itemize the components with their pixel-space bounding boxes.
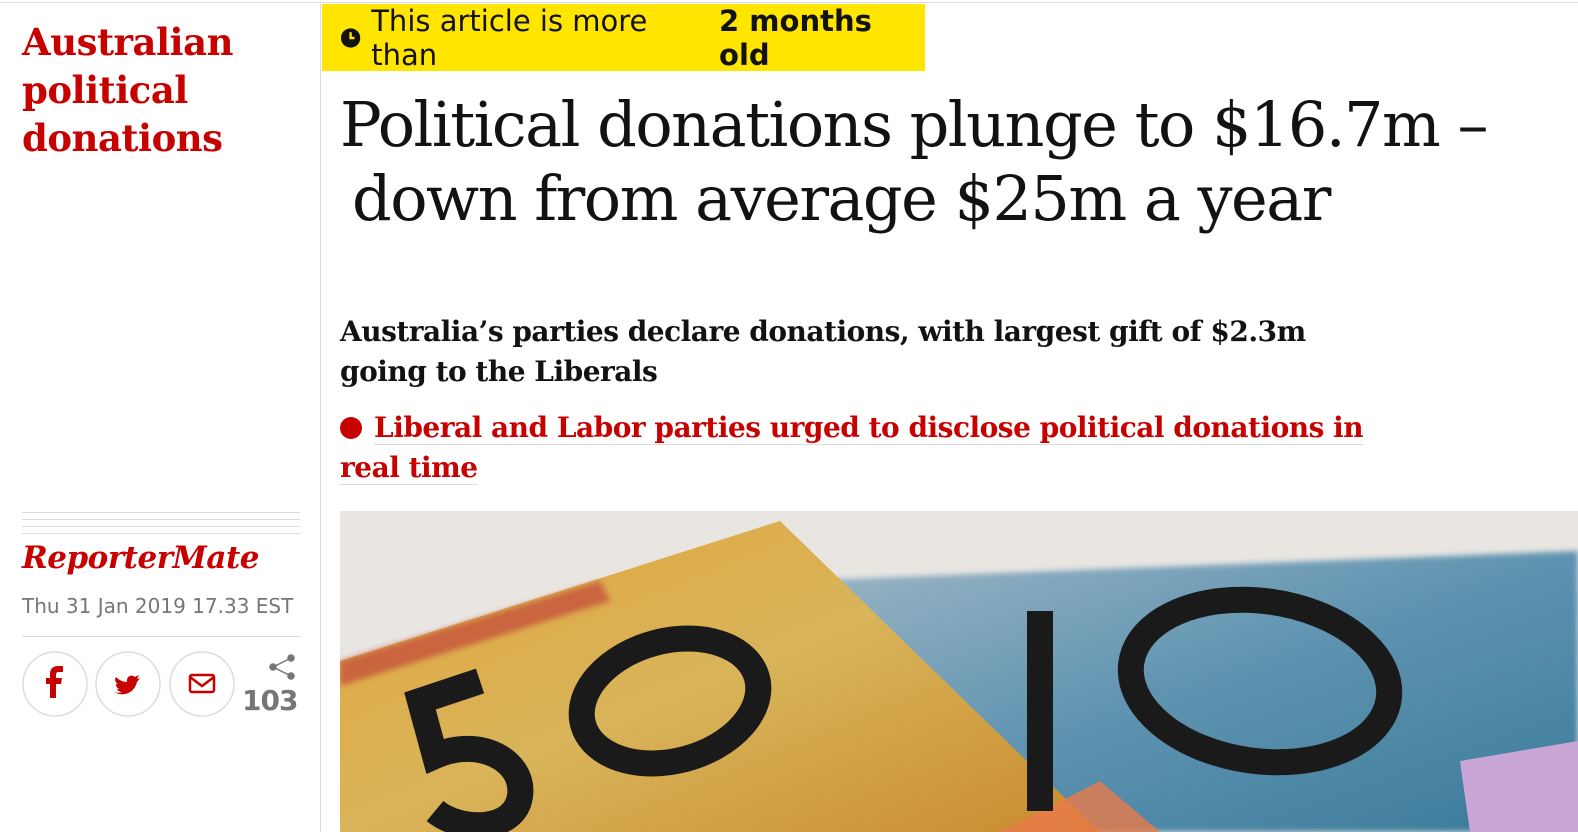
article-image <box>340 511 1578 832</box>
section-line: political <box>22 68 188 112</box>
twitter-button[interactable] <box>95 651 161 717</box>
rule <box>22 636 300 637</box>
email-button[interactable] <box>169 651 235 717</box>
rule <box>22 519 300 520</box>
age-text: This article is more than <box>371 3 648 72</box>
headline-line: Political donations plunge to $16.7m – <box>340 88 1489 161</box>
standfirst-line: Australia’s parties declare donations, w… <box>340 315 1306 348</box>
column-separator <box>320 3 321 832</box>
related-line[interactable]: real time <box>340 451 478 485</box>
standfirst-line: going to the Liberals <box>340 355 658 388</box>
headline-line: down from average $25m a year <box>352 162 1331 235</box>
facebook-button[interactable] <box>22 651 88 717</box>
top-border <box>0 2 1578 3</box>
section-label[interactable]: Australian political donations <box>22 18 233 162</box>
rule <box>22 526 300 527</box>
banknote-numerals <box>404 586 1403 832</box>
age-warning: This article is more than 2 months old <box>322 3 925 72</box>
clock-icon <box>340 27 361 48</box>
rule <box>22 533 300 534</box>
headline: Political donations plunge to $16.7m – d… <box>340 88 1489 236</box>
related-line[interactable]: Liberal and Labor parties urged to discl… <box>374 411 1364 445</box>
share-bar <box>22 651 295 717</box>
share-count: 103 <box>242 684 298 717</box>
publish-date: Thu 31 Jan 2019 17.33 EST <box>22 594 294 618</box>
related-link[interactable]: Liberal and Labor parties urged to discl… <box>340 408 1364 488</box>
age-value: 2 months old <box>719 3 872 72</box>
share-icon[interactable] <box>269 654 295 680</box>
section-line: donations <box>22 116 223 160</box>
rule <box>22 512 300 513</box>
section-line: Australian <box>22 20 233 64</box>
byline[interactable]: ReporterMate <box>22 540 260 576</box>
bullet <box>340 417 362 439</box>
standfirst: Australia’s parties declare donations, w… <box>340 312 1306 392</box>
